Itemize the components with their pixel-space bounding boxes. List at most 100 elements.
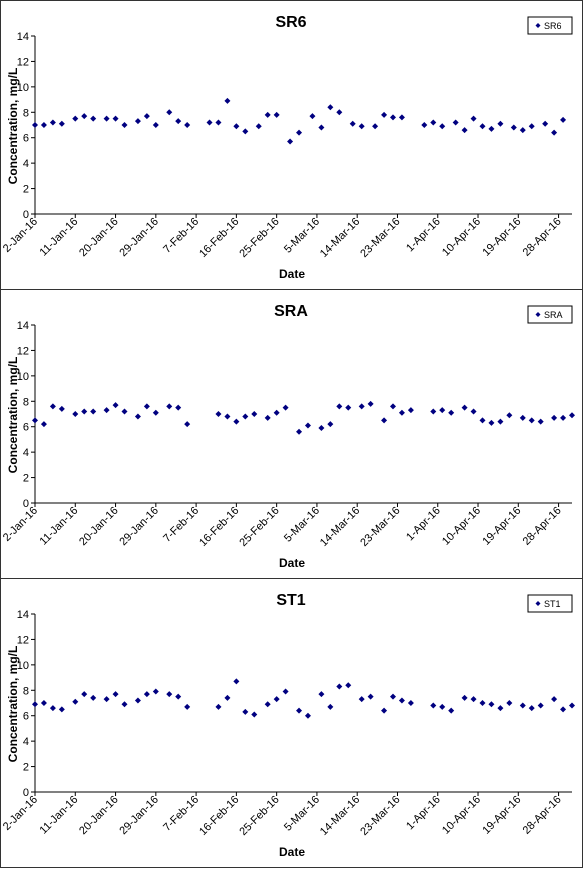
y-axis-label: Concentration, mg/L	[6, 646, 20, 763]
x-tick-label: 5-Mar-16	[282, 216, 322, 256]
data-point-st1-14	[175, 693, 182, 700]
y-tick-label: 10	[17, 660, 29, 672]
data-point-sra-50	[569, 412, 575, 419]
data-point-st1-41	[479, 700, 486, 706]
data-point-st1-11	[143, 691, 150, 698]
data-point-st1-6	[90, 694, 97, 701]
data-point-sra-29	[345, 404, 352, 411]
data-point-sr6-5	[81, 113, 88, 120]
x-tick-label: 23-Mar-16	[358, 216, 402, 260]
data-point-sr6-31	[358, 123, 365, 130]
data-point-sra-38	[448, 409, 455, 416]
x-tick-label: 10-Apr-16	[440, 794, 483, 837]
data-point-sra-41	[479, 417, 486, 424]
data-point-sr6-28	[327, 104, 334, 111]
x-tick-label: 11-Jan-16	[37, 794, 80, 837]
data-point-st1-40	[470, 696, 477, 703]
data-point-sr6-48	[542, 120, 549, 127]
data-point-sra-33	[390, 403, 396, 410]
data-point-st1-36	[430, 702, 437, 709]
chart-panel-st1: ST1 0 2 4 6 8 10 12 14 2-Jan-16 11-Jan-16 20-Jan-16…	[0, 578, 583, 868]
data-point-sr6-42	[479, 123, 486, 130]
data-point-sr6-32	[372, 123, 379, 130]
data-point-sra-21	[264, 414, 271, 421]
data-point-sra-42	[488, 419, 495, 426]
data-point-sra-28	[336, 403, 343, 410]
legend-box	[527, 305, 573, 324]
data-point-sr6-47	[528, 123, 535, 130]
y-tick-label: 6	[23, 133, 29, 145]
data-point-st1-47	[537, 702, 544, 709]
y-tick-label: 6	[23, 422, 29, 434]
data-point-st1-49	[560, 706, 567, 713]
data-point-sr6-37	[430, 119, 437, 126]
data-point-st1-12	[152, 688, 159, 695]
chart-panel-sra: SRA 0 2 4 6 8 10 12 14 2-Jan-16 11-Jan-16 20-Jan-16…	[0, 289, 583, 579]
data-point-sr6-30	[349, 120, 356, 127]
y-tick-label: 2	[23, 184, 29, 196]
x-tick-label: 11-Jan-16	[37, 216, 80, 259]
data-point-sra-32	[381, 417, 388, 424]
data-point-sra-12	[152, 409, 159, 416]
y-tick-label: 8	[23, 685, 29, 697]
data-point-st1-39	[461, 694, 468, 701]
data-point-sr6-25	[296, 129, 303, 136]
data-point-sra-11	[143, 403, 150, 410]
data-point-sr6-41	[470, 115, 477, 122]
data-point-st1-32	[381, 707, 388, 714]
data-point-sr6-0	[32, 122, 38, 128]
y-tick-label: 8	[23, 396, 29, 408]
data-point-sra-19	[242, 413, 249, 420]
data-point-sra-24	[296, 428, 303, 435]
x-tick-label: 1-Apr-16	[404, 794, 443, 833]
legend-box	[527, 16, 573, 35]
data-point-st1-48	[551, 696, 558, 703]
data-point-st1-4	[72, 698, 79, 705]
data-point-sra-1	[40, 421, 47, 428]
data-point-sr6-18	[224, 97, 231, 104]
y-tick-label: 4	[23, 447, 29, 459]
x-tick-label: 2-Jan-16	[1, 505, 40, 544]
data-point-st1-19	[242, 708, 249, 715]
y-axis-label: Concentration, mg/L	[6, 357, 20, 474]
y-tick-label: 4	[23, 158, 29, 170]
chart-panel-sr6: SR6 0 2 4 6 8 10 12 14 2-Jan-16 11-Jan-16 20-Jan-16…	[0, 0, 583, 290]
data-point-st1-24	[296, 707, 303, 714]
x-tick-label: 28-Apr-16	[521, 216, 564, 259]
x-tick-label: 20-Jan-16	[77, 794, 121, 838]
y-tick-label: 0	[23, 209, 29, 221]
data-point-st1-37	[439, 703, 446, 710]
data-point-st1-46	[528, 705, 535, 712]
data-point-sr6-24	[287, 138, 294, 145]
data-point-sra-5	[81, 408, 88, 415]
data-point-sr6-26	[309, 113, 316, 120]
data-point-st1-43	[497, 705, 504, 712]
x-tick-label: 10-Apr-16	[440, 505, 483, 548]
y-tick-label: 12	[17, 56, 29, 68]
data-point-sr6-10	[134, 118, 141, 125]
data-point-sr6-34	[390, 114, 396, 121]
data-point-sra-14	[175, 404, 182, 411]
y-tick-label: 6	[23, 711, 29, 723]
data-point-sra-7	[103, 407, 110, 414]
data-point-st1-8	[112, 691, 119, 698]
data-point-st1-30	[358, 696, 365, 703]
legend: ST1	[527, 594, 573, 613]
data-point-sr6-19	[233, 123, 240, 130]
x-tick-label: 14-Mar-16	[318, 794, 362, 838]
data-point-st1-2	[49, 705, 56, 712]
data-point-sr6-38	[439, 123, 446, 130]
x-tick-label: 14-Mar-16	[318, 505, 362, 549]
data-point-sr6-13	[166, 109, 173, 116]
data-point-sr6-36	[421, 122, 428, 128]
data-point-sra-37	[439, 407, 446, 414]
x-tick-label: 5-Mar-16	[282, 505, 322, 545]
data-point-st1-31	[367, 693, 374, 700]
data-point-sr6-46	[519, 127, 526, 134]
data-point-st1-45	[519, 702, 526, 709]
data-point-st1-29	[345, 682, 352, 689]
x-axis-label: Date	[279, 845, 305, 859]
data-point-st1-21	[264, 701, 271, 708]
data-point-sra-47	[537, 418, 544, 425]
legend-marker	[535, 601, 541, 606]
